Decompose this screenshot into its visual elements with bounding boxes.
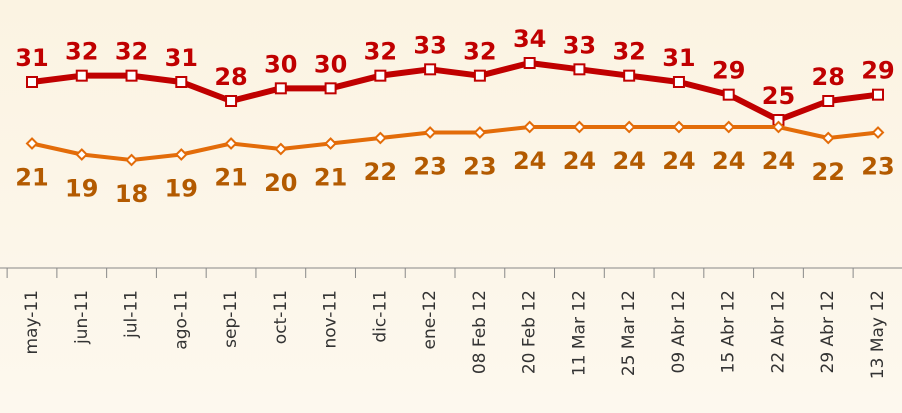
x-tick-label: nov-11 — [321, 290, 341, 349]
value-label: 24 — [762, 147, 795, 175]
value-label: 23 — [463, 153, 496, 181]
value-label: 31 — [662, 44, 695, 72]
x-tick-label: may-11 — [22, 290, 42, 355]
value-label: 23 — [413, 153, 446, 181]
value-label: 30 — [314, 50, 347, 78]
marker — [473, 126, 487, 139]
value-label: 24 — [563, 147, 596, 175]
marker — [623, 69, 636, 82]
x-tick-label: 25 Mar 12 — [619, 290, 639, 376]
x-tick-label: sep-11 — [221, 290, 241, 348]
value-label: 32 — [115, 38, 148, 66]
marker — [722, 120, 736, 134]
value-label: 20 — [264, 169, 297, 197]
marker — [871, 126, 885, 139]
marker — [25, 137, 39, 150]
marker — [26, 76, 38, 88]
value-label: 30 — [264, 50, 297, 78]
marker — [672, 120, 686, 134]
marker — [374, 69, 387, 82]
marker — [672, 76, 685, 88]
value-label: 25 — [762, 82, 795, 110]
value-label: 22 — [812, 158, 845, 186]
x-tick-label: oct-11 — [271, 290, 291, 344]
value-label: 28 — [812, 63, 845, 91]
marker — [822, 95, 835, 107]
x-tick-label: 08 Feb 12 — [470, 290, 490, 374]
value-label: 22 — [364, 158, 397, 186]
marker — [274, 142, 288, 156]
marker — [872, 88, 884, 101]
value-label: 29 — [712, 57, 745, 85]
value-label: 28 — [214, 63, 247, 91]
value-label: 31 — [165, 44, 198, 72]
value-label: 19 — [65, 175, 98, 203]
marker — [125, 153, 138, 167]
x-tick-label: 09 Abr 12 — [669, 290, 689, 373]
marker — [175, 76, 188, 88]
marker — [473, 69, 486, 82]
value-label: 21 — [214, 164, 247, 192]
value-label: 32 — [65, 38, 98, 66]
marker — [125, 69, 138, 82]
x-tick-label: 11 Mar 12 — [569, 290, 589, 376]
value-label: 33 — [563, 31, 596, 59]
marker — [722, 88, 735, 101]
x-tick-label: ene-12 — [420, 290, 440, 349]
value-label: 18 — [115, 180, 148, 208]
value-label: 24 — [712, 147, 745, 175]
marker — [225, 95, 238, 107]
marker — [224, 137, 238, 150]
x-tick-label: 20 Feb 12 — [520, 290, 540, 374]
marker — [324, 82, 337, 95]
value-label: 24 — [612, 147, 645, 175]
value-label: 21 — [15, 164, 48, 192]
x-tick-label: jun-11 — [72, 290, 92, 345]
value-label: 24 — [662, 147, 695, 175]
marker — [274, 82, 287, 95]
marker — [423, 126, 437, 139]
marker — [373, 131, 387, 145]
value-label: 24 — [513, 147, 546, 175]
value-label: 21 — [314, 164, 347, 192]
x-tick-label: ago-11 — [171, 290, 191, 350]
marker — [572, 120, 586, 134]
marker — [573, 63, 586, 76]
marker — [622, 120, 636, 134]
marker — [424, 63, 437, 76]
marker — [174, 148, 188, 161]
marker — [324, 137, 338, 150]
line — [31, 125, 879, 162]
value-label: 23 — [861, 153, 894, 181]
x-tick-label: 29 Abr 12 — [818, 290, 838, 373]
marker — [75, 69, 88, 82]
value-label: 34 — [513, 25, 546, 53]
value-label: 31 — [15, 44, 48, 72]
x-tick-label: dic-11 — [370, 290, 390, 343]
value-label: 32 — [612, 38, 645, 66]
value-label: 32 — [463, 38, 496, 66]
marker — [523, 120, 537, 134]
marker — [772, 120, 785, 134]
marker — [523, 57, 536, 69]
x-tick-label: 22 Abr 12 — [768, 290, 788, 373]
value-label: 32 — [364, 38, 397, 66]
value-label: 33 — [413, 31, 446, 59]
marker — [821, 131, 835, 145]
x-tick-label: 15 Abr 12 — [719, 290, 739, 373]
value-label: 19 — [165, 175, 198, 203]
value-label: 29 — [861, 57, 894, 85]
line — [31, 60, 879, 123]
x-tick-label: jul-11 — [122, 290, 142, 339]
marker — [75, 148, 89, 161]
x-tick-label: 13 May 12 — [868, 290, 888, 379]
